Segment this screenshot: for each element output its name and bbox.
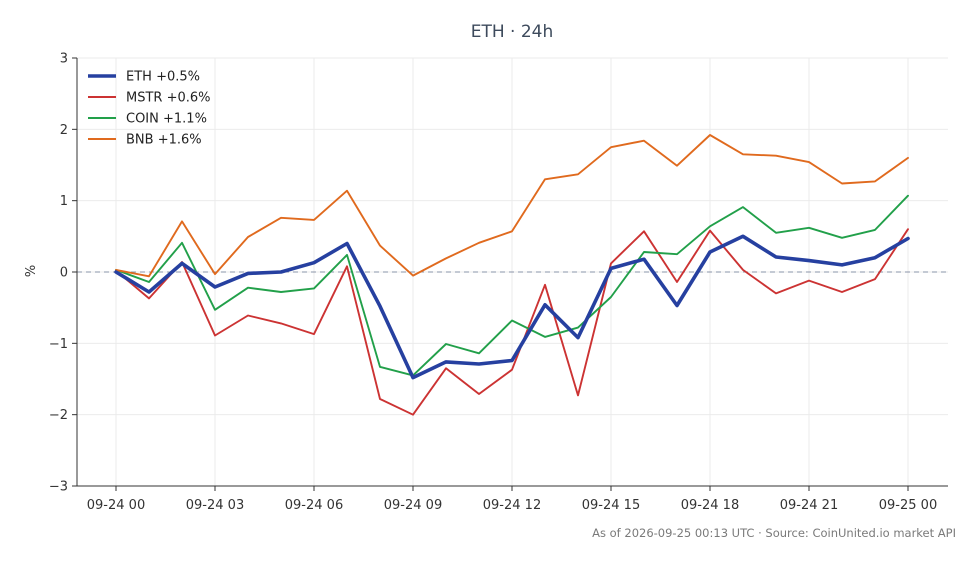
y-tick-label: 1 xyxy=(60,194,68,209)
x-tick-label: 09-24 21 xyxy=(780,498,838,513)
legend-label-mstr: MSTR +0.6% xyxy=(126,91,211,106)
footer-source-note: As of 2026-09-25 00:13 UTC · Source: Coi… xyxy=(592,526,956,540)
x-tick-label: 09-24 06 xyxy=(285,498,343,513)
x-tick-label: 09-24 00 xyxy=(87,498,145,513)
y-tick-label: −3 xyxy=(49,480,68,495)
series-line-bnb xyxy=(115,134,909,278)
y-tick-label: −2 xyxy=(49,408,68,423)
x-tick-label: 09-24 12 xyxy=(483,498,541,513)
legend: ETH +0.5% MSTR +0.6% COIN +1.1% BNB +1.6% xyxy=(88,70,211,148)
series-line-eth xyxy=(114,234,910,380)
series-lines xyxy=(114,134,910,416)
x-tick-label: 09-24 15 xyxy=(582,498,640,513)
axes: 09-24 00 09-24 03 09-24 06 09-24 09 09-24 12… xyxy=(49,52,948,513)
series-line-mstr xyxy=(115,228,909,416)
legend-label-bnb: BNB +1.6% xyxy=(126,133,202,148)
legend-label-eth: ETH +0.5% xyxy=(126,70,200,85)
y-axis-label: % xyxy=(24,265,39,277)
grid xyxy=(77,57,948,487)
legend-label-coin: COIN +1.1% xyxy=(126,112,207,127)
x-tick-label: 09-25 00 xyxy=(879,498,937,513)
x-tick-label: 09-24 09 xyxy=(384,498,442,513)
x-tick-label: 09-24 03 xyxy=(186,498,244,513)
y-tick-label: 0 xyxy=(60,266,68,281)
x-tick-label: 09-24 18 xyxy=(681,498,739,513)
series-line-coin xyxy=(115,194,909,377)
y-tick-label: 2 xyxy=(60,123,68,138)
y-tick-label: −1 xyxy=(49,337,68,352)
y-tick-label: 3 xyxy=(60,52,68,67)
chart-title: ETH · 24h xyxy=(471,22,554,42)
